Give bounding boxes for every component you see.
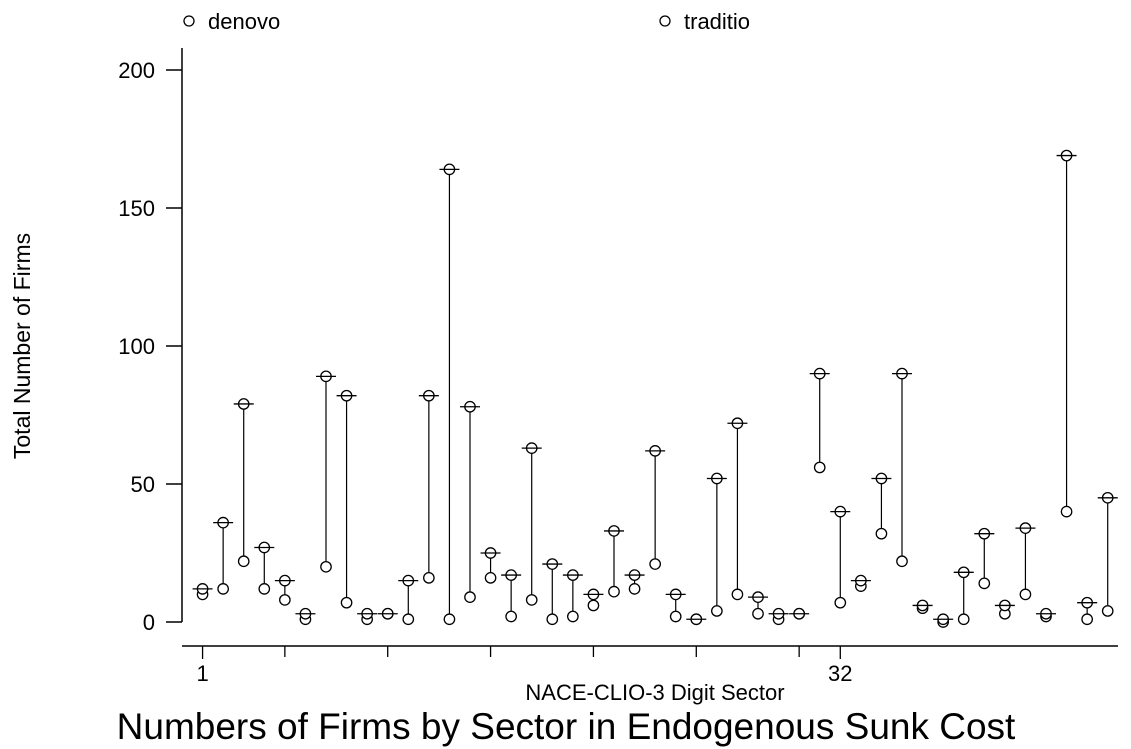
legend-label-traditio: traditio: [684, 9, 750, 34]
legend-label-denovo: denovo: [208, 9, 280, 34]
denovo-point-3: [237, 555, 250, 568]
denovo-point-19: [567, 610, 579, 623]
legend-item-traditio: traditio: [659, 9, 750, 34]
denovo-point-41: [1019, 588, 1032, 601]
denovo-point-13: [443, 613, 456, 626]
denovo-point-32: [834, 596, 847, 609]
denovo-point-28: [752, 607, 764, 620]
denovo-point-4: [258, 583, 271, 595]
denovo-point-16: [505, 610, 517, 623]
y-tick-label-0: 0: [143, 610, 155, 635]
denovo-point-8: [340, 596, 353, 609]
denovo-point-2: [217, 583, 229, 595]
x-axis-label: NACE-CLIO-3 Digit Sector: [525, 680, 784, 705]
denovo-point-22: [628, 583, 641, 595]
plot-area: [192, 149, 1118, 628]
denovo-point-18: [546, 613, 559, 626]
denovo-point-39: [978, 577, 991, 590]
denovo-point-45: [1101, 605, 1114, 617]
denovo-point-35: [896, 555, 908, 568]
denovo-point-15: [484, 571, 497, 584]
denovo-point-12: [423, 571, 435, 584]
denovo-point-23: [649, 558, 661, 570]
denovo-point-44: [1081, 613, 1093, 626]
denovo-point-5: [279, 594, 291, 606]
y-axis-ticks: 0 50 100 150 200: [118, 58, 182, 635]
denovo-point-14: [464, 591, 476, 604]
denovo-point-43: [1060, 505, 1073, 518]
legend-marker-denovo: [183, 15, 195, 27]
denovo-point-38: [957, 613, 970, 626]
x-tick-label-1: 1: [196, 661, 208, 686]
denovo-point-26: [711, 605, 723, 617]
denovo-point-34: [875, 527, 888, 540]
legend-marker-traditio: [659, 15, 671, 27]
denovo-point-24: [669, 610, 682, 623]
x-axis-ticks: 1 32: [196, 646, 853, 686]
denovo-point-21: [608, 585, 620, 598]
y-tick-label-200: 200: [118, 58, 155, 83]
denovo-point-20: [587, 599, 600, 612]
denovo-point-31: [813, 461, 826, 474]
denovo-point-7: [320, 560, 332, 573]
denovo-point-27: [731, 588, 744, 601]
y-tick-label-150: 150: [118, 196, 155, 221]
legend: denovo traditio: [183, 9, 750, 34]
legend-item-denovo: denovo: [183, 9, 280, 34]
x-tick-label-32: 32: [828, 661, 852, 686]
y-tick-label-100: 100: [118, 334, 155, 359]
denovo-point-11: [402, 613, 415, 626]
y-axis-label: Total Number of Firms: [9, 233, 35, 459]
chart-title: Numbers of Firms by Sector in Endogenous…: [117, 706, 1016, 747]
denovo-point-17: [525, 594, 538, 606]
y-tick-label-50: 50: [131, 472, 155, 497]
